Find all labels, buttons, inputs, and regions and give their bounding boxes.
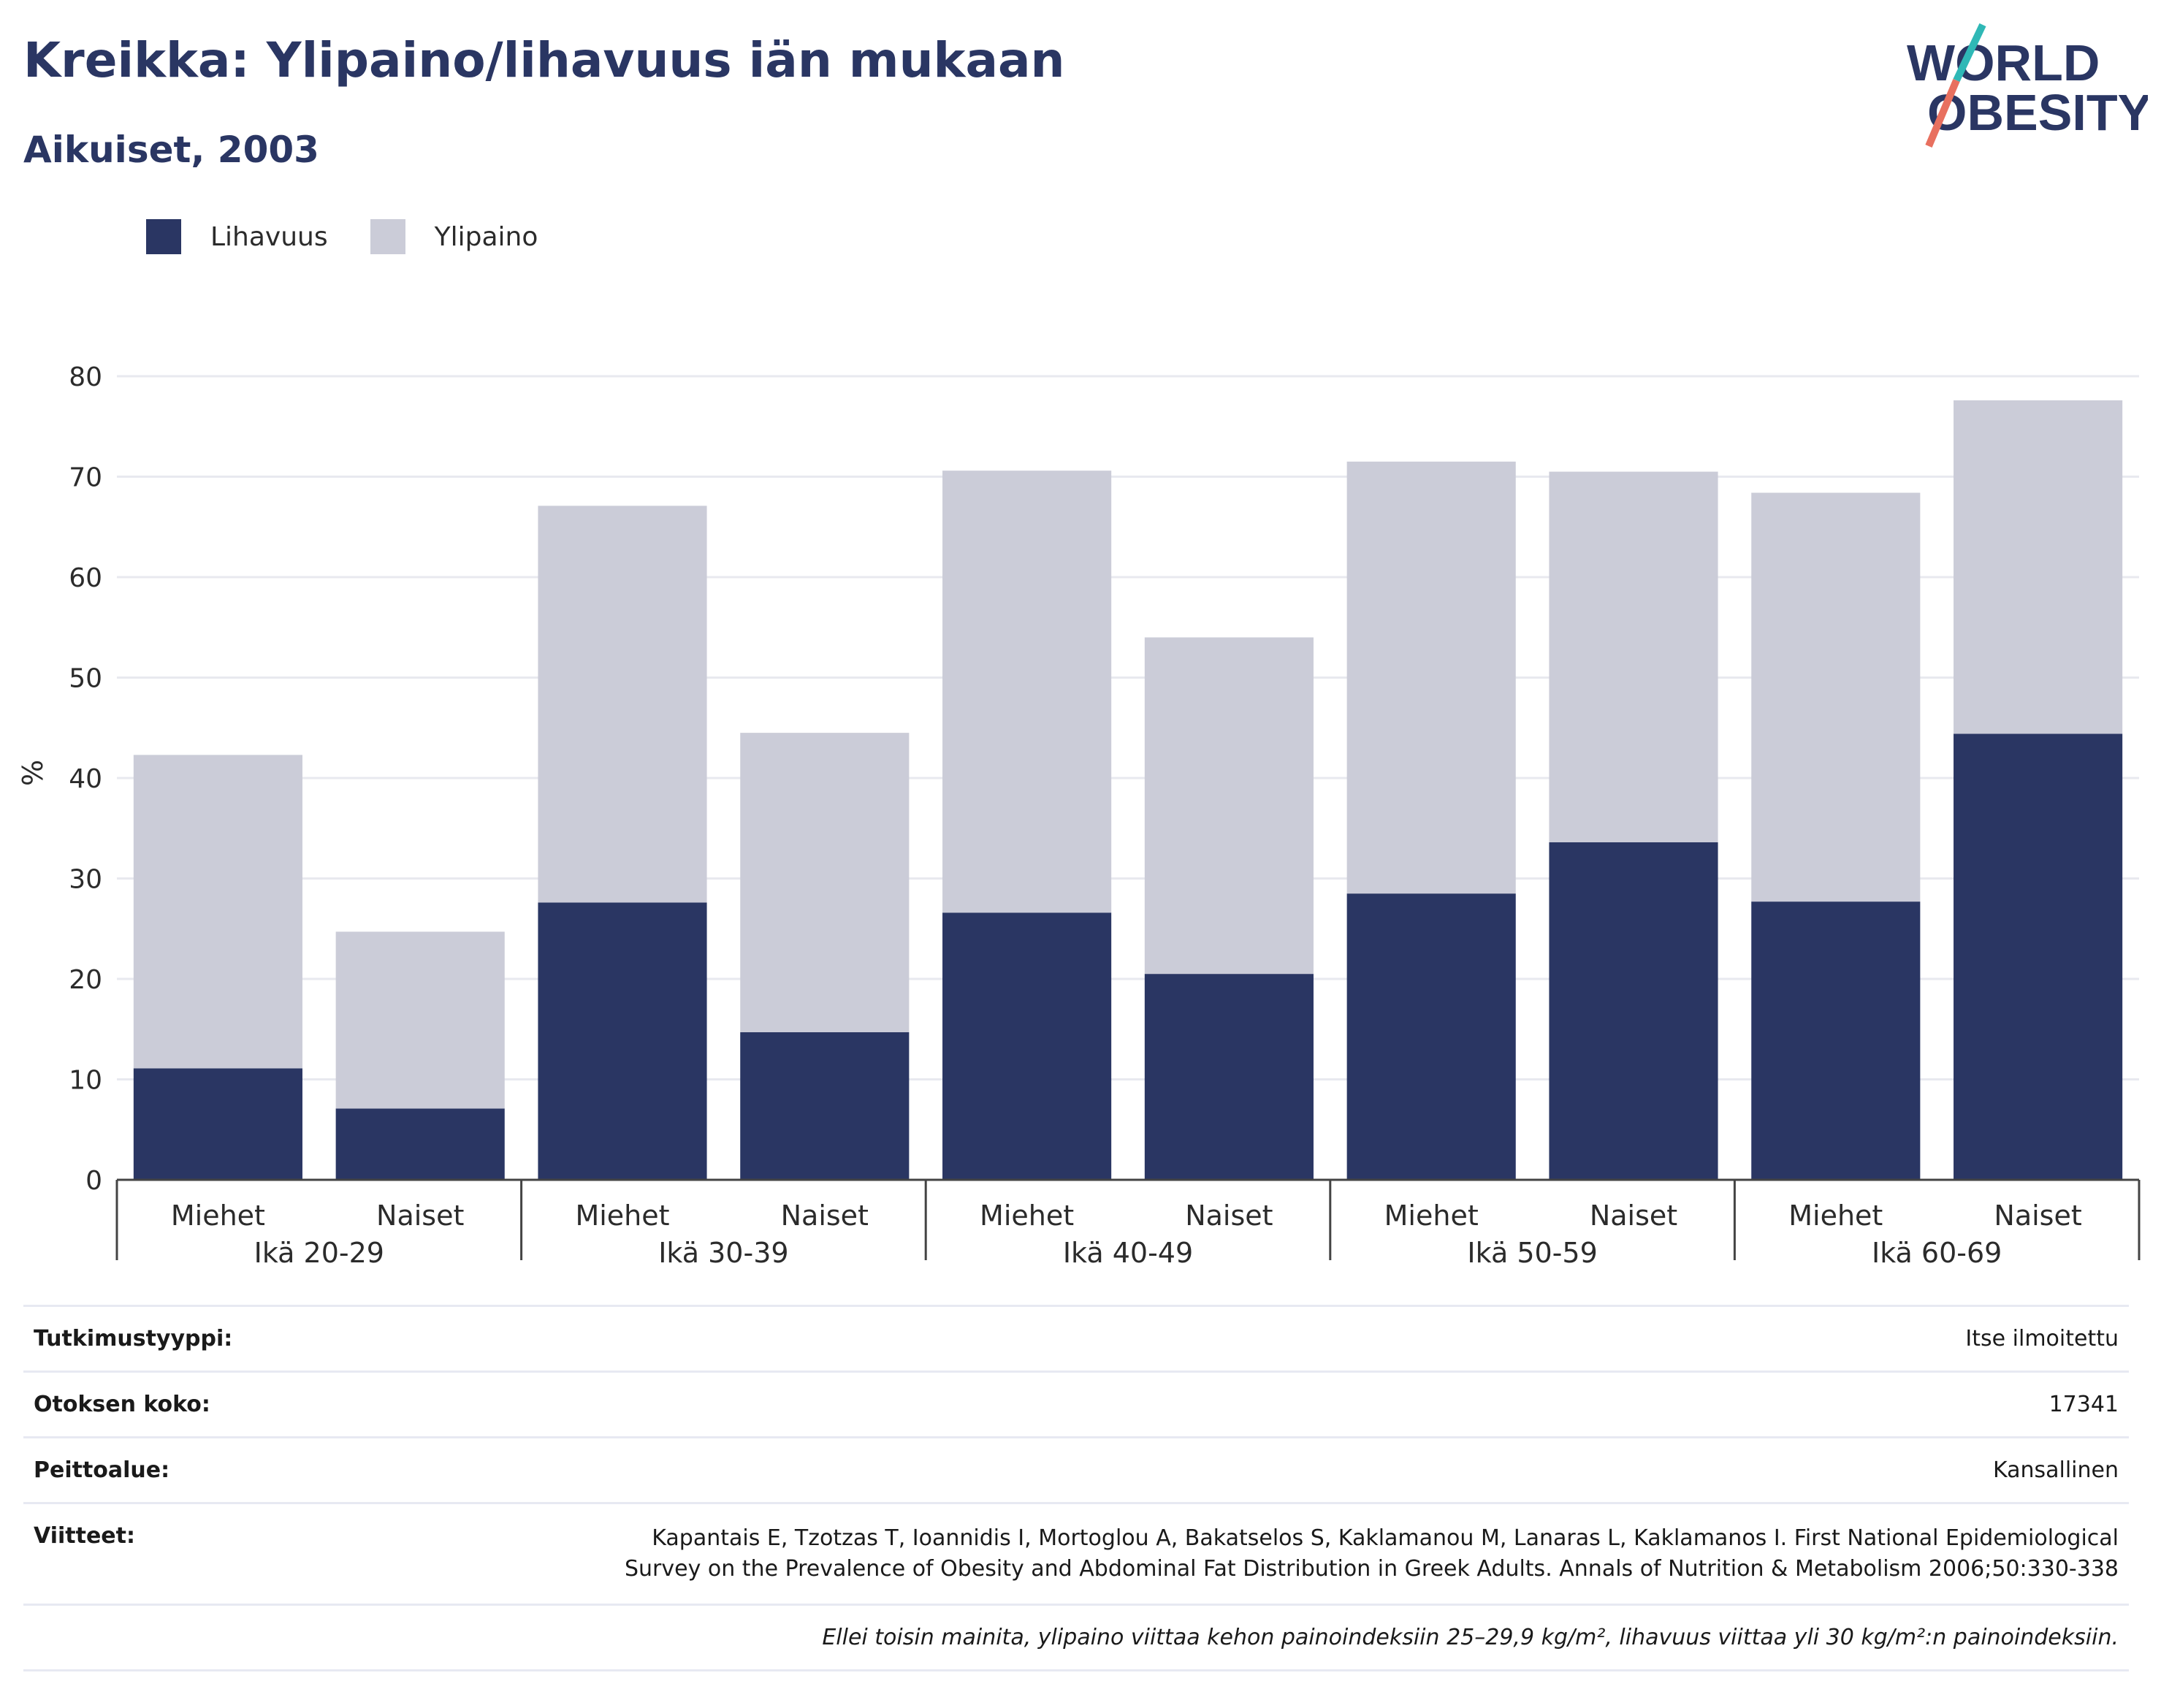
logo-slash-red — [1925, 79, 1960, 148]
x-tick-label: Naiset — [1185, 1200, 1273, 1232]
x-group-label: Ikä 40-49 — [1063, 1237, 1193, 1269]
info-row-study-type: Tutkimustyyppi: Itse ilmoitettu — [23, 1305, 2129, 1370]
legend-label-obesity: Lihavuus — [210, 221, 328, 252]
coverage-label: Peittoalue: — [34, 1457, 170, 1483]
x-tick-label: Miehet — [1788, 1200, 1883, 1232]
bar-obesity[interactable] — [1751, 901, 1921, 1180]
y-tick-label: 20 — [69, 965, 102, 995]
bar-obesity[interactable] — [1954, 733, 2123, 1181]
y-axis-ticks: 0 10 20 30 40 50 60 70 80 — [69, 362, 102, 1196]
chart-bars — [133, 400, 2123, 1181]
logo-slash-teal — [1953, 23, 1986, 83]
y-tick-label: 70 — [69, 463, 102, 493]
bar-obesity[interactable] — [942, 912, 1112, 1180]
bar-obesity[interactable] — [1346, 893, 1516, 1180]
bar-overweight[interactable] — [538, 506, 707, 903]
bar-overweight[interactable] — [1346, 461, 1516, 894]
x-group-label: Ikä 60-69 — [1872, 1237, 2002, 1269]
x-tick-label: Naiset — [781, 1200, 869, 1232]
logo-line-1: WORLD — [1907, 34, 2100, 91]
chart-subtitle: Aikuiset, 2003 — [23, 129, 319, 171]
info-row-coverage: Peittoalue: Kansallinen — [23, 1436, 2129, 1502]
bar-obesity[interactable] — [1144, 974, 1314, 1180]
bar-overweight[interactable] — [1751, 492, 1921, 902]
legend-label-overweight: Ylipaino — [434, 221, 538, 252]
y-tick-label: 40 — [69, 764, 102, 794]
sample-size-value: 17341 — [2048, 1392, 2119, 1417]
bar-obesity[interactable] — [335, 1108, 505, 1180]
legend-item-obesity[interactable]: Lihavuus — [146, 219, 328, 254]
footnote: Ellei toisin mainita, ylipaino viittaa k… — [23, 1604, 2129, 1671]
study-type-label: Tutkimustyyppi: — [34, 1326, 233, 1351]
references-label: Viitteet: — [34, 1523, 135, 1549]
legend-item-overweight[interactable]: Ylipaino — [370, 219, 538, 254]
references-value: Kapantais E, Tzotzas T, Ioannidis I, Mor… — [625, 1525, 2119, 1582]
x-group-label: Ikä 50-59 — [1467, 1237, 1597, 1269]
sample-size-label: Otoksen koko: — [34, 1392, 210, 1417]
study-info-table: Tutkimustyyppi: Itse ilmoitettu Otoksen … — [23, 1305, 2129, 1671]
bar-obesity[interactable] — [133, 1068, 302, 1180]
chart-legend: Lihavuus Ylipaino — [146, 218, 580, 256]
y-tick-label: 80 — [69, 362, 102, 392]
bar-overweight[interactable] — [133, 755, 302, 1069]
info-row-references: Viitteet: Kapantais E, Tzotzas T, Ioanni… — [23, 1502, 2129, 1604]
info-row-sample-size: Otoksen koko: 17341 — [23, 1370, 2129, 1436]
y-tick-label: 50 — [69, 664, 102, 694]
bar-obesity[interactable] — [1549, 842, 1718, 1180]
chart-title: Kreikka: Ylipaino/lihavuus iän mukaan — [23, 32, 1065, 88]
x-tick-label: Miehet — [1384, 1200, 1479, 1232]
x-tick-label: Naiset — [1994, 1200, 2081, 1232]
y-tick-label: 10 — [69, 1066, 102, 1096]
bar-overweight[interactable] — [1954, 400, 2123, 734]
x-tick-label: Naiset — [1590, 1200, 1677, 1232]
bar-obesity[interactable] — [740, 1032, 910, 1180]
y-tick-label: 60 — [69, 563, 102, 593]
coverage-value: Kansallinen — [1992, 1457, 2119, 1483]
x-group-label: Ikä 30-39 — [658, 1237, 788, 1269]
bar-overweight[interactable] — [1144, 637, 1314, 975]
bar-overweight[interactable] — [740, 733, 910, 1032]
x-tick-label: Naiset — [376, 1200, 464, 1232]
legend-swatch-overweight — [370, 219, 405, 254]
y-axis-label: % — [17, 760, 49, 786]
bar-overweight[interactable] — [1549, 471, 1718, 842]
bar-overweight[interactable] — [335, 931, 505, 1109]
x-tick-label: Miehet — [980, 1200, 1074, 1232]
x-group-label: Ikä 20-29 — [254, 1237, 384, 1269]
bar-obesity[interactable] — [538, 902, 707, 1181]
legend-swatch-obesity — [146, 219, 181, 254]
x-tick-label: Miehet — [171, 1200, 265, 1232]
y-tick-label: 0 — [85, 1166, 102, 1196]
logo-line-2: OBESITY — [1927, 84, 2148, 141]
y-tick-label: 30 — [69, 865, 102, 895]
bar-overweight[interactable] — [942, 470, 1112, 913]
world-obesity-logo: WORLD OBESITY — [1907, 23, 2148, 148]
study-type-value: Itse ilmoitettu — [1965, 1326, 2119, 1351]
stacked-bar-chart: 0 10 20 30 40 50 60 70 80 % Miehet Naiset Miehet Na… — [17, 362, 2141, 1269]
x-tick-label: Miehet — [575, 1200, 669, 1232]
x-axis: Miehet Naiset Miehet Naiset Miehet Naiset Mieh… — [115, 1178, 2141, 1269]
